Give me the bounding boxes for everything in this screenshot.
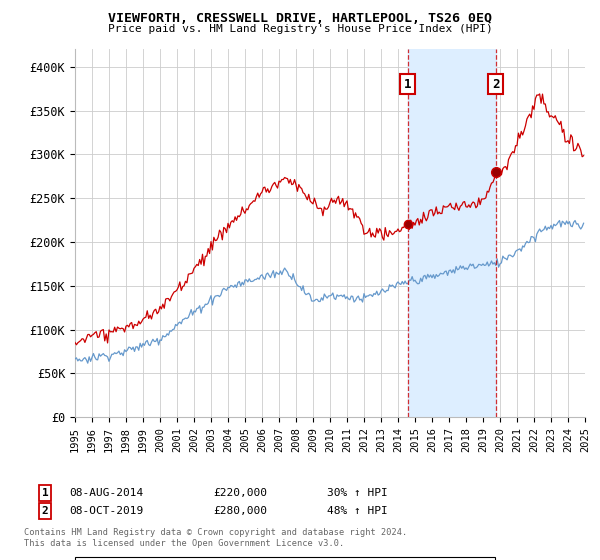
Text: 1: 1 (41, 488, 49, 498)
Text: 2: 2 (41, 506, 49, 516)
Text: 08-AUG-2014: 08-AUG-2014 (69, 488, 143, 498)
Bar (408, 49, 496, 417)
Text: £220,000: £220,000 (213, 488, 267, 498)
Text: Contains HM Land Registry data © Crown copyright and database right 2024.
This d: Contains HM Land Registry data © Crown c… (24, 528, 407, 548)
Legend: VIEWFORTH, CRESSWELL DRIVE, HARTLEPOOL, TS26 0EQ (detached house), HPI: Average : VIEWFORTH, CRESSWELL DRIVE, HARTLEPOOL, … (75, 557, 494, 560)
Text: 2: 2 (492, 78, 499, 91)
Text: £280,000: £280,000 (213, 506, 267, 516)
Text: VIEWFORTH, CRESSWELL DRIVE, HARTLEPOOL, TS26 0EQ: VIEWFORTH, CRESSWELL DRIVE, HARTLEPOOL, … (108, 12, 492, 25)
Text: 1: 1 (404, 78, 412, 91)
Text: Price paid vs. HM Land Registry's House Price Index (HPI): Price paid vs. HM Land Registry's House … (107, 24, 493, 34)
Text: 08-OCT-2019: 08-OCT-2019 (69, 506, 143, 516)
Text: 30% ↑ HPI: 30% ↑ HPI (327, 488, 388, 498)
Text: 48% ↑ HPI: 48% ↑ HPI (327, 506, 388, 516)
